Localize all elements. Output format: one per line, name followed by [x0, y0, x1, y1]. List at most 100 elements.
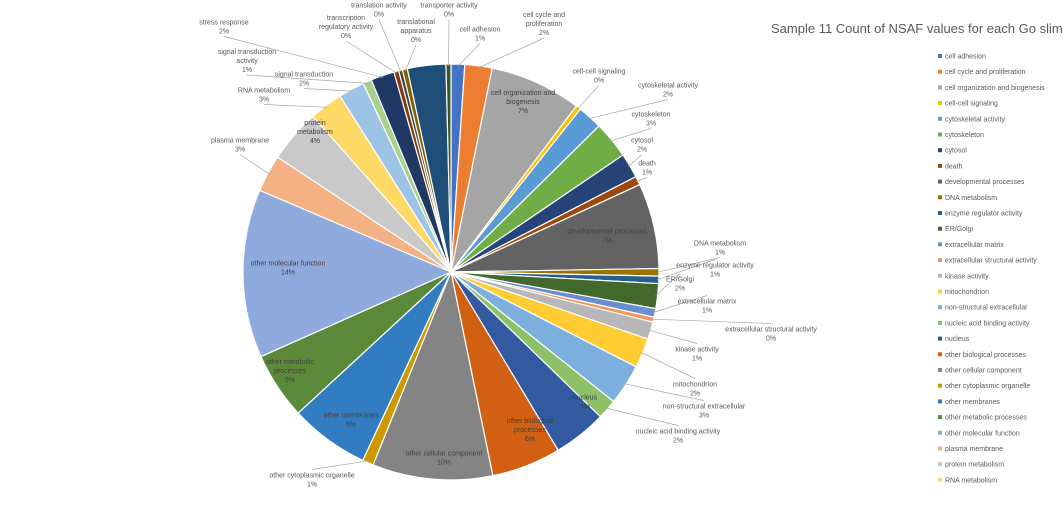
data-label-cytosol: cytosol 2%	[631, 138, 653, 154]
legend-item-extracellular-structural-activity: extracellular structural activity	[938, 258, 1037, 265]
chart-title: Sample 11 Count of NSAF values for each …	[771, 21, 1063, 36]
legend-swatch	[938, 415, 942, 420]
data-label-cell-organization-and-biogenesis: cell organization and biogenesis 7%	[491, 90, 555, 115]
leader-line-cell-cycle-and-proliferation	[478, 37, 545, 69]
legend-item-extracellular-matrix: extracellular matrix	[938, 242, 1004, 249]
legend-item-other-membranes: other membranes	[938, 399, 1000, 406]
legend-swatch	[938, 289, 942, 294]
leader-line-other-cytoplasmic-organelle	[311, 460, 369, 470]
legend-swatch	[938, 179, 942, 184]
legend-swatch	[938, 305, 942, 310]
legend-item-cell-adhesion: cell adhesion	[938, 54, 986, 61]
legend-label: protein metabolism	[945, 462, 1004, 469]
legend-label: extracellular structural activity	[945, 258, 1037, 265]
data-label-enzyme-regulator-activity: enzyme regulator activity 1%	[676, 263, 754, 279]
leader-line-translation-activity	[378, 19, 402, 73]
leader-line-cell-adhesion	[457, 43, 481, 67]
leader-line-stress-response	[223, 36, 384, 78]
leader-line-non-structural-extracellular	[624, 383, 705, 401]
legend-swatch	[938, 101, 942, 106]
data-label-transcription-regulatory-activity: transcription regulatory activity 0%	[319, 15, 374, 40]
data-label-plasma-membrane: plasma membrane 3%	[211, 138, 269, 154]
legend-item-cytoskeleton: cytoskeleton	[938, 132, 984, 139]
leader-line-kinase-activity	[648, 329, 698, 344]
leader-line-cell-cell-signaling	[576, 85, 600, 110]
legend-swatch	[938, 273, 942, 278]
legend-swatch	[938, 352, 942, 357]
legend-item-enzyme-regulator-activity: enzyme regulator activity	[938, 211, 1023, 218]
legend-item-non-structural-extracellular: non-structural extracellular	[938, 305, 1028, 312]
leader-line-death	[635, 177, 648, 182]
legend-item-cytosol: cytosol	[938, 148, 967, 155]
legend-label: plasma membrane	[945, 446, 1003, 453]
legend-item-developmental-processes: developmental processes	[938, 179, 1025, 186]
legend-label: ER/Golgi	[945, 226, 973, 233]
legend-label: cell-cell signaling	[945, 101, 998, 108]
legend-label: other molecular function	[945, 430, 1020, 437]
data-label-cytoskeletal-activity: cytoskeletal activity 2%	[638, 83, 698, 99]
leader-line-transcription-regulatory-activity	[345, 40, 397, 74]
legend-item-other-cytoplasmic-organelle: other cytoplasmic organelle	[938, 383, 1030, 390]
data-label-other-membranes: other membranes 6%	[324, 413, 379, 429]
legend: cell adhesion cell cycle and proliferatio…	[938, 54, 1045, 484]
legend-swatch	[938, 446, 942, 451]
data-label-rna-metabolism: RNA metabolism 3%	[238, 88, 290, 104]
legend-label: kinase activity	[945, 273, 989, 280]
legend-swatch	[938, 85, 942, 90]
leader-line-transporter-activity	[448, 19, 450, 67]
leader-line-cytoskeletal-activity	[588, 99, 669, 120]
legend-label: nucleus	[945, 336, 970, 343]
data-label-protein-metabolism: protein metabolism 4%	[297, 120, 333, 145]
leader-line-extracellular-structural-activity	[651, 318, 772, 324]
legend-item-other-biological-processes: other biological processes	[938, 352, 1026, 359]
legend-item-nucleic-acid-binding-activity: nucleic acid binding activity	[938, 320, 1030, 327]
data-label-signal-transduction: signal transduction 2%	[275, 72, 333, 88]
legend-swatch	[938, 399, 942, 404]
data-label-translational-apparatus: translational apparatus 0%	[397, 19, 435, 44]
pie-slice-other-molecular-function	[242, 189, 453, 358]
legend-item-protein-metabolism: protein metabolism	[938, 462, 1004, 469]
legend-label: cytoskeletal activity	[945, 116, 1005, 123]
legend-item-rna-metabolism: RNA metabolism	[938, 477, 997, 484]
legend-item-plasma-membrane: plasma membrane	[938, 446, 1003, 453]
leader-line-plasma-membrane	[239, 154, 270, 175]
legend-swatch	[938, 336, 942, 341]
leader-line-signal-transduction-activity	[246, 74, 369, 84]
data-label-mitochondrion: mitochondrion 2%	[673, 382, 717, 398]
data-label-other-biological-processes: other biological processes 6%	[506, 418, 554, 443]
legend-item-dna-metabolism: DNA metabolism	[938, 195, 997, 202]
data-label-nucleic-acid-binding-activity: nucleic acid binding activity 2%	[636, 429, 721, 445]
legend-item-other-cellular-component: other cellular component	[938, 368, 1022, 375]
legend-swatch	[938, 462, 942, 467]
data-label-cell-cell-signaling: cell-cell signaling 0%	[573, 69, 626, 85]
legend-swatch	[938, 477, 942, 482]
legend-swatch	[938, 195, 942, 200]
legend-item-other-metabolic-processes: other metabolic processes	[938, 415, 1027, 422]
data-label-er-golgi: ER/Golgi 2%	[666, 277, 694, 293]
leader-line-extracellular-matrix	[652, 295, 708, 313]
data-label-other-cellular-component: other cellular component 10%	[406, 451, 483, 467]
legend-swatch	[938, 116, 942, 121]
data-label-developmental-processes: developmental processes 7%	[567, 229, 647, 245]
legend-label: cytoskeleton	[945, 132, 984, 139]
leader-line-enzyme-regulator-activity	[656, 259, 716, 281]
legend-label: DNA metabolism	[945, 195, 997, 202]
leader-line-cytoskeleton	[610, 128, 652, 142]
label-leader-lines	[223, 19, 772, 470]
legend-label: other cellular component	[945, 368, 1022, 375]
legend-label: enzyme regulator activity	[945, 211, 1023, 218]
leader-line-cytosol	[627, 154, 643, 167]
legend-item-cell-cell-signaling: cell-cell signaling	[938, 101, 998, 108]
legend-item-nucleus: nucleus	[938, 336, 970, 343]
legend-swatch	[938, 148, 942, 153]
legend-item-cell-organization-and-biogenesis: cell organization and biogenesis	[938, 85, 1045, 92]
pie-slice-other-cellular-component	[372, 269, 494, 481]
legend-label: developmental processes	[945, 179, 1025, 186]
data-label-cell-adhesion: cell adhesion 1%	[460, 27, 501, 43]
leader-line-mitochondrion	[640, 351, 696, 379]
data-label-dna-metabolism: DNA metabolism 1%	[694, 241, 746, 257]
data-label-translation-activity: translation activity 0%	[351, 3, 407, 19]
legend-label: extracellular matrix	[945, 242, 1004, 249]
data-label-other-molecular-function: other molecular function 14%	[251, 261, 326, 277]
